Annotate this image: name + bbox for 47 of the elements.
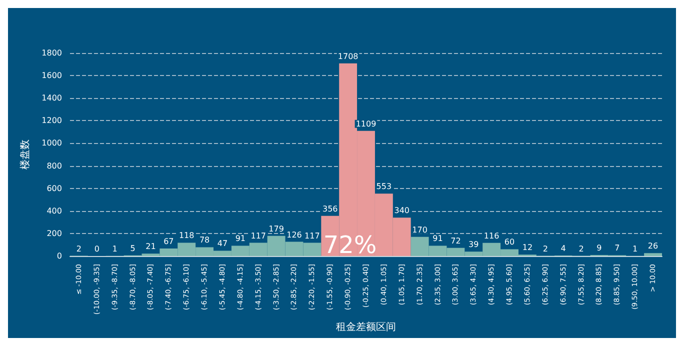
- data-label: 1109: [356, 119, 376, 128]
- data-label: 9: [596, 243, 602, 252]
- data-label: 553: [376, 182, 392, 192]
- y-axis-title: 楼盘数: [19, 140, 32, 170]
- bar: [644, 253, 662, 256]
- data-label: 116: [484, 231, 500, 240]
- y-tick-label: 1400: [42, 94, 62, 103]
- data-label: 7: [614, 244, 620, 253]
- data-label: 340: [394, 206, 410, 216]
- y-tick-label: 1800: [42, 48, 62, 58]
- data-label: 2: [76, 244, 82, 254]
- x-axis-title: 租金差额区间: [336, 320, 396, 333]
- data-label: 72: [450, 236, 461, 246]
- data-label: 4: [560, 244, 566, 254]
- data-label: 118: [178, 231, 194, 240]
- y-tick-label: 1600: [42, 71, 62, 80]
- data-label: 12: [522, 243, 533, 252]
- y-tick-label: 600: [46, 184, 62, 193]
- data-label: 117: [304, 231, 320, 240]
- data-label: 91: [235, 234, 246, 244]
- data-label: 5: [130, 244, 136, 253]
- data-label: 78: [199, 236, 210, 245]
- data-label: 2: [542, 244, 548, 254]
- y-tick-label: 200: [46, 228, 62, 238]
- data-label: 91: [432, 234, 443, 244]
- y-tick-label: 0: [56, 252, 62, 260]
- data-label: 39: [468, 240, 479, 250]
- data-label: 356: [322, 204, 338, 214]
- y-tick-label: 1000: [42, 138, 62, 148]
- y-tick-label: 400: [46, 206, 62, 216]
- y-tick-label: 1200: [42, 116, 62, 126]
- data-label: 0: [94, 244, 100, 254]
- data-label: 26: [648, 242, 658, 251]
- data-label: 1: [632, 244, 638, 254]
- data-label: 60: [504, 238, 515, 247]
- data-label: 1: [112, 244, 118, 254]
- data-label: 67: [164, 236, 174, 246]
- data-label: 117: [250, 231, 266, 240]
- data-label: 179: [268, 224, 284, 234]
- data-label: 1708: [338, 52, 358, 61]
- data-label: 170: [412, 225, 428, 234]
- data-label: 47: [217, 239, 228, 248]
- data-label: 126: [286, 230, 302, 240]
- y-tick-label: 800: [46, 161, 62, 170]
- annotation: 72%: [323, 231, 377, 259]
- data-label: 2: [578, 244, 584, 254]
- data-label: 21: [146, 242, 156, 252]
